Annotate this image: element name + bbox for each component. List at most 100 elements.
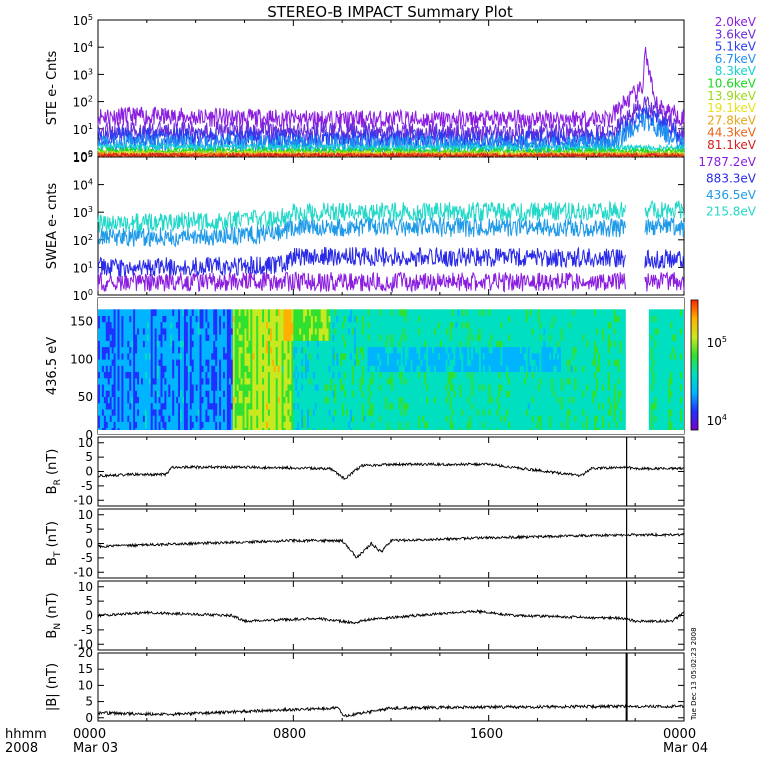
spectrogram-cell (408, 315, 411, 323)
spectrogram-cell (504, 352, 507, 360)
spectrogram-cell (140, 352, 144, 360)
spectrogram-cell (484, 315, 488, 323)
spectrogram-cell (523, 427, 527, 430)
spectrogram-cell (351, 402, 355, 410)
spectrogram-cell (369, 415, 372, 422)
spectrogram-cell (537, 415, 540, 422)
spectrogram-cell (455, 427, 458, 430)
spectrogram-cell (289, 321, 292, 329)
spectrogram-cell (447, 352, 450, 360)
spectrogram-cell (392, 309, 396, 316)
spectrogram-cell (103, 359, 107, 366)
spectrogram-cell (197, 315, 200, 323)
spectrogram-cell (420, 309, 423, 316)
spectrogram-cell (391, 371, 394, 379)
spectrogram-cell (412, 402, 415, 410)
spectrogram-cell (338, 334, 341, 341)
spectrogram-cell (205, 321, 208, 329)
spectrogram-cell (107, 396, 111, 404)
spectrogram-cell (133, 396, 136, 404)
spectrogram-cell (230, 309, 234, 316)
spectrogram-cell (305, 340, 308, 348)
spectrogram-cell (158, 321, 161, 329)
spectrogram-cell (115, 402, 118, 410)
spectrogram-cell (340, 415, 343, 422)
spectrogram-cell (416, 321, 419, 329)
spectrogram-cell (242, 390, 245, 397)
spectrogram-cell (500, 427, 503, 430)
spectrogram-cell (256, 321, 259, 329)
spectrogram-cell (273, 328, 277, 335)
spectrogram-cell (529, 334, 533, 341)
spectrogram-cell (498, 309, 501, 316)
spectrogram-cell (287, 315, 290, 323)
spectrogram-cell (226, 334, 230, 341)
spectrogram-cell (330, 402, 333, 410)
spectrogram-cell (131, 415, 134, 422)
spectrogram-cell (223, 377, 226, 385)
spectrogram-cell (252, 328, 255, 335)
spectrogram-cell (541, 427, 544, 430)
spectrogram-cell (557, 365, 560, 373)
spectrogram-cell (312, 346, 316, 354)
spectrogram-cell (232, 315, 236, 323)
spectrogram-cell (178, 384, 181, 391)
spectrogram-cell (133, 352, 136, 360)
spectrogram-cell (461, 334, 464, 341)
spectrogram-cell (162, 346, 165, 354)
spectrogram-cell (486, 340, 490, 348)
generation-timestamp: Tue Dec 13 05:02:23 2008 (690, 627, 698, 721)
spectrogram-cell (445, 421, 449, 429)
spectrogram-cell (430, 359, 433, 366)
spectrogram-cell (535, 427, 538, 430)
spectrogram-cell (140, 371, 144, 379)
spectrogram-cell (537, 365, 540, 373)
spectrogram-cell (265, 309, 269, 316)
spectrogram-cell (275, 334, 279, 341)
spectrogram-cell (203, 421, 206, 429)
spectrogram-cell (211, 334, 214, 341)
spectrogram-cell (316, 421, 320, 429)
spectrogram-cell (502, 309, 505, 316)
spectrogram-cell (406, 309, 409, 316)
spectrogram-cell (168, 365, 171, 373)
spectrogram-cell (160, 371, 163, 379)
spectrogram-cell (349, 402, 353, 410)
spectrogram-cell (277, 415, 281, 422)
spectrogram-cell (381, 328, 384, 335)
spectrogram-cell (400, 309, 404, 316)
spectrogram-cell (533, 377, 536, 385)
spectrogram-cell (254, 315, 257, 323)
spectrogram-cell (439, 315, 443, 323)
spectrogram-cell (555, 409, 558, 416)
spectrogram-cell (146, 421, 150, 429)
spectrogram-cell (252, 421, 255, 429)
spectrogram-cell (474, 427, 478, 430)
spectrogram-cell (258, 384, 261, 391)
spectrogram-cell (455, 396, 458, 404)
spectrogram-cell (353, 409, 357, 416)
spectrogram-cell (510, 390, 513, 397)
spectrogram-cell (146, 384, 150, 391)
spectrogram-cell (332, 340, 335, 348)
spectrogram-cell (453, 352, 456, 360)
spectrogram-cell (551, 384, 554, 391)
spectrogram-cell (338, 340, 341, 348)
spectrogram-cell (447, 346, 450, 354)
spectrogram-cell (289, 309, 292, 316)
spectrogram-cell (314, 377, 318, 385)
spectrogram-cell (238, 371, 241, 379)
spectrogram-cell (455, 371, 458, 379)
spectrogram-cell (336, 415, 339, 422)
spectrogram-cell (226, 352, 230, 360)
spectrogram-cell (246, 415, 249, 422)
spectrogram-cell (287, 396, 290, 404)
spectrogram-cell (244, 409, 247, 416)
spectrogram-cell (365, 384, 368, 391)
spectrogram-cell (181, 340, 185, 348)
spectrogram-cell (525, 334, 529, 341)
spectrogram-cell (228, 359, 232, 366)
spectrogram-cell (181, 315, 185, 323)
spectrogram-cell (228, 427, 232, 430)
spectrogram-cell (504, 334, 507, 341)
